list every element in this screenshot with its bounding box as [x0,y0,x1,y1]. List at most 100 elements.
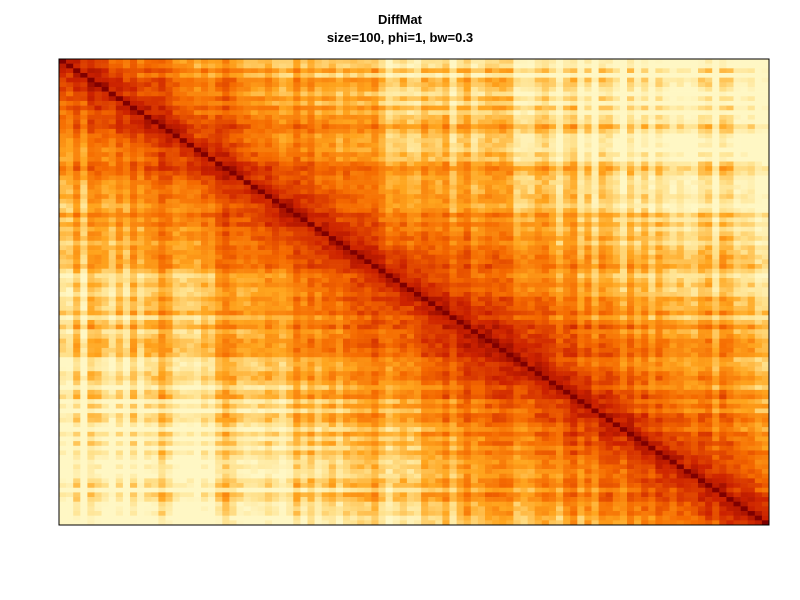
heatmap-cell [428,68,436,74]
heatmap-cell [520,156,528,162]
heatmap-cell [428,259,436,265]
heatmap-cell [513,105,521,111]
heatmap-cell [378,72,386,78]
heatmap-cell [208,119,216,125]
heatmap-cell [94,68,102,74]
heatmap-cell [94,268,102,274]
heatmap-cell [158,250,166,256]
heatmap-cell [648,203,656,209]
heatmap-cell [477,86,486,92]
heatmap-cell [137,142,145,148]
heatmap-cell [186,147,195,153]
heatmap-cell [463,147,472,153]
heatmap-cell [293,138,301,144]
heatmap-cell [222,212,230,218]
heatmap-cell [385,236,393,242]
heatmap-cell [321,282,330,288]
heatmap-cell [385,72,393,78]
heatmap-cell [605,82,614,88]
heatmap-cell [286,156,294,162]
heatmap-cell [712,278,720,283]
heatmap-cell [201,194,209,200]
heatmap-cell [719,226,727,232]
heatmap-cell [257,226,266,232]
heatmap-cell [328,59,337,64]
heatmap-cell [421,68,429,74]
heatmap-cell [698,100,706,106]
heatmap-cell [172,77,180,83]
heatmap-cell [279,259,287,265]
heatmap-cell [406,128,415,134]
heatmap-cell [492,194,500,200]
heatmap-cell [165,250,173,256]
heatmap-cell [513,161,521,167]
heatmap-cell [541,250,550,256]
heatmap-cell [747,96,756,102]
heatmap-cell [158,161,166,167]
heatmap-cell [492,170,500,176]
heatmap-cell [584,194,592,200]
heatmap-cell [236,208,244,214]
heatmap-cell [264,128,273,134]
heatmap-cell [641,245,649,251]
heatmap-cell [754,72,763,78]
heatmap-cell [556,124,564,130]
heatmap-cell [350,68,358,74]
heatmap-cell [364,226,372,232]
heatmap-cell [570,63,578,69]
heatmap-cell [605,114,614,120]
heatmap-cell [350,72,358,78]
heatmap-cell [584,189,592,195]
heatmap-cell [485,278,493,283]
heatmap-cell [307,166,315,172]
heatmap-cell [598,147,606,153]
heatmap-cell [499,114,507,120]
heatmap-cell [350,138,358,144]
heatmap-cell [66,278,74,283]
heatmap-cell [506,72,514,78]
heatmap-cell [563,278,571,283]
heatmap-cell [683,231,692,237]
heatmap-cell [641,278,649,283]
heatmap-cell [740,161,748,167]
heatmap-cell [272,236,280,242]
heatmap-cell [442,128,450,134]
heatmap-cell [726,100,734,106]
heatmap-cell [421,222,429,228]
heatmap-cell [378,278,386,283]
heatmap-cell [534,273,543,279]
heatmap-cell [662,282,670,288]
heatmap-cell [442,208,450,214]
heatmap-cell [520,278,528,283]
heatmap-cell [80,198,88,204]
heatmap-cell [94,189,102,195]
heatmap-cell [122,189,131,195]
heatmap-cell [250,124,259,130]
heatmap-cell [158,217,166,223]
heatmap-cell [584,250,592,256]
heatmap-cell [243,166,251,172]
heatmap-cell [122,264,131,269]
heatmap-cell [414,170,422,176]
heatmap-cell [250,119,259,125]
heatmap-cell [222,59,230,64]
heatmap-cell [513,250,521,256]
heatmap-cell [66,96,74,102]
heatmap-cell [406,170,415,176]
heatmap-cell [293,240,301,246]
heatmap-cell [492,254,500,260]
heatmap-cell [172,245,180,251]
heatmap-cell [392,203,401,209]
heatmap-cell [243,59,251,64]
heatmap-cell [520,110,528,116]
heatmap-cell [470,217,479,223]
heatmap-cell [137,217,145,223]
heatmap-cell [648,114,656,120]
heatmap-cell [101,100,109,106]
heatmap-cell [151,268,159,274]
heatmap-cell [115,100,124,106]
heatmap-cell [307,124,315,130]
heatmap-cell [548,128,557,134]
heatmap-cell [179,105,188,111]
heatmap-cell [612,133,621,139]
